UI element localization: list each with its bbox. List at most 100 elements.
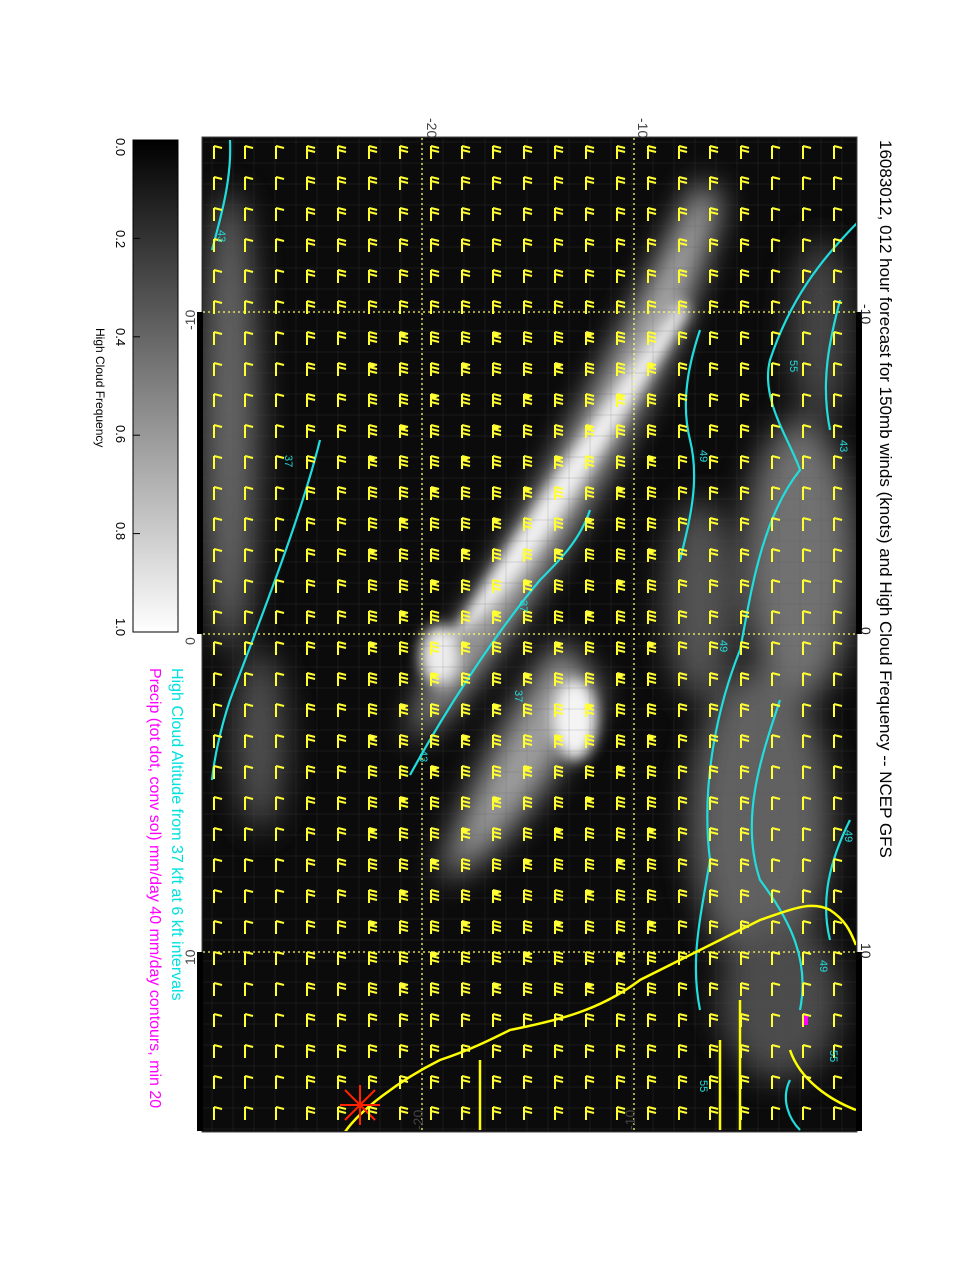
location-marker xyxy=(340,1085,380,1125)
wind-barb xyxy=(492,424,502,438)
wind-barb xyxy=(492,145,502,159)
wind-barb xyxy=(213,176,223,190)
wind-barb xyxy=(368,579,378,593)
wind-barb xyxy=(678,734,688,748)
wind-barb xyxy=(647,796,657,810)
wind-barb xyxy=(554,1106,564,1120)
edge-bar xyxy=(197,312,203,634)
wind-barb xyxy=(306,951,316,965)
wind-barb xyxy=(647,1044,657,1058)
wind-barb xyxy=(492,455,502,469)
wind-barb xyxy=(306,269,316,283)
wind-barb xyxy=(554,176,564,190)
wind-barb xyxy=(337,858,347,872)
wind-barb xyxy=(275,734,285,748)
wind-barb xyxy=(678,269,688,283)
wind-barb xyxy=(678,548,688,562)
wind-barb xyxy=(368,672,378,686)
wind-barb xyxy=(802,207,812,221)
wind-barb xyxy=(647,703,657,717)
wind-barb xyxy=(709,455,719,469)
wind-barb xyxy=(275,610,285,624)
wind-barb xyxy=(337,455,347,469)
wind-barb xyxy=(678,1106,688,1120)
wind-barb xyxy=(213,1075,223,1089)
wind-barb xyxy=(306,455,316,469)
wind-barb xyxy=(399,455,409,469)
colorbar xyxy=(132,139,179,633)
wind-barb xyxy=(213,672,223,686)
wind-barb xyxy=(244,486,254,500)
wind-barb xyxy=(616,424,626,438)
wind-barb xyxy=(523,331,533,345)
wind-barb xyxy=(430,579,440,593)
wind-barb xyxy=(802,517,812,531)
wind-barb xyxy=(275,455,285,469)
wind-barb xyxy=(306,672,316,686)
wind-barb xyxy=(337,424,347,438)
wind-barb xyxy=(492,858,502,872)
colorbar-label: High Cloud Frequency xyxy=(93,328,107,448)
wind-barb xyxy=(616,1044,626,1058)
wind-barb xyxy=(306,207,316,221)
wind-barb xyxy=(554,703,564,717)
contour-label: 37 xyxy=(282,455,294,467)
wind-barb xyxy=(492,703,502,717)
contour-label: 49 xyxy=(842,830,854,842)
wind-barb xyxy=(492,610,502,624)
wind-barb xyxy=(461,827,471,841)
wind-barb xyxy=(771,982,781,996)
wind-barb xyxy=(647,579,657,593)
wind-barb xyxy=(306,176,316,190)
wind-barb xyxy=(740,951,750,965)
wind-barb xyxy=(709,548,719,562)
wind-barb xyxy=(647,951,657,965)
wind-barb xyxy=(740,300,750,314)
wind-barb xyxy=(802,672,812,686)
wind-barb xyxy=(709,362,719,376)
wind-barb xyxy=(461,889,471,903)
wind-barb xyxy=(275,548,285,562)
wind-barb xyxy=(306,424,316,438)
wind-barb xyxy=(306,238,316,252)
wind-barb xyxy=(461,951,471,965)
wind-barb xyxy=(709,672,719,686)
wind-barb xyxy=(709,951,719,965)
wind-barb xyxy=(306,982,316,996)
wind-barb xyxy=(523,362,533,376)
wind-barb xyxy=(585,424,595,438)
wind-barb xyxy=(244,517,254,531)
wind-barb xyxy=(678,362,688,376)
wind-barb xyxy=(709,300,719,314)
wind-barb xyxy=(740,269,750,283)
wind-barb xyxy=(833,703,843,717)
wind-barb xyxy=(616,796,626,810)
wind-barb xyxy=(368,176,378,190)
wind-barb xyxy=(554,1013,564,1027)
wind-barb xyxy=(554,1044,564,1058)
wind-barb xyxy=(492,951,502,965)
wind-barb xyxy=(213,858,223,872)
wind-barb xyxy=(740,176,750,190)
wind-barb xyxy=(709,1044,719,1058)
wind-barb xyxy=(802,1075,812,1089)
chart-title: 16083012, 012 hour forecast for 150mb wi… xyxy=(876,140,895,858)
wind-barb xyxy=(802,300,812,314)
wind-barb xyxy=(213,207,223,221)
left-axis-tick: -10 xyxy=(182,309,198,330)
wind-barb xyxy=(616,734,626,748)
wind-barb xyxy=(771,331,781,345)
wind-barb xyxy=(647,362,657,376)
wind-barb xyxy=(523,424,533,438)
wind-barb xyxy=(461,1013,471,1027)
wind-barb xyxy=(492,362,502,376)
wind-barb xyxy=(616,672,626,686)
wind-barb xyxy=(709,765,719,779)
wind-barb xyxy=(647,765,657,779)
wind-barb xyxy=(306,858,316,872)
wind-barb xyxy=(833,920,843,934)
wind-barb xyxy=(306,1075,316,1089)
wind-barb xyxy=(244,393,254,407)
wind-barb xyxy=(771,579,781,593)
wind-barb xyxy=(709,176,719,190)
